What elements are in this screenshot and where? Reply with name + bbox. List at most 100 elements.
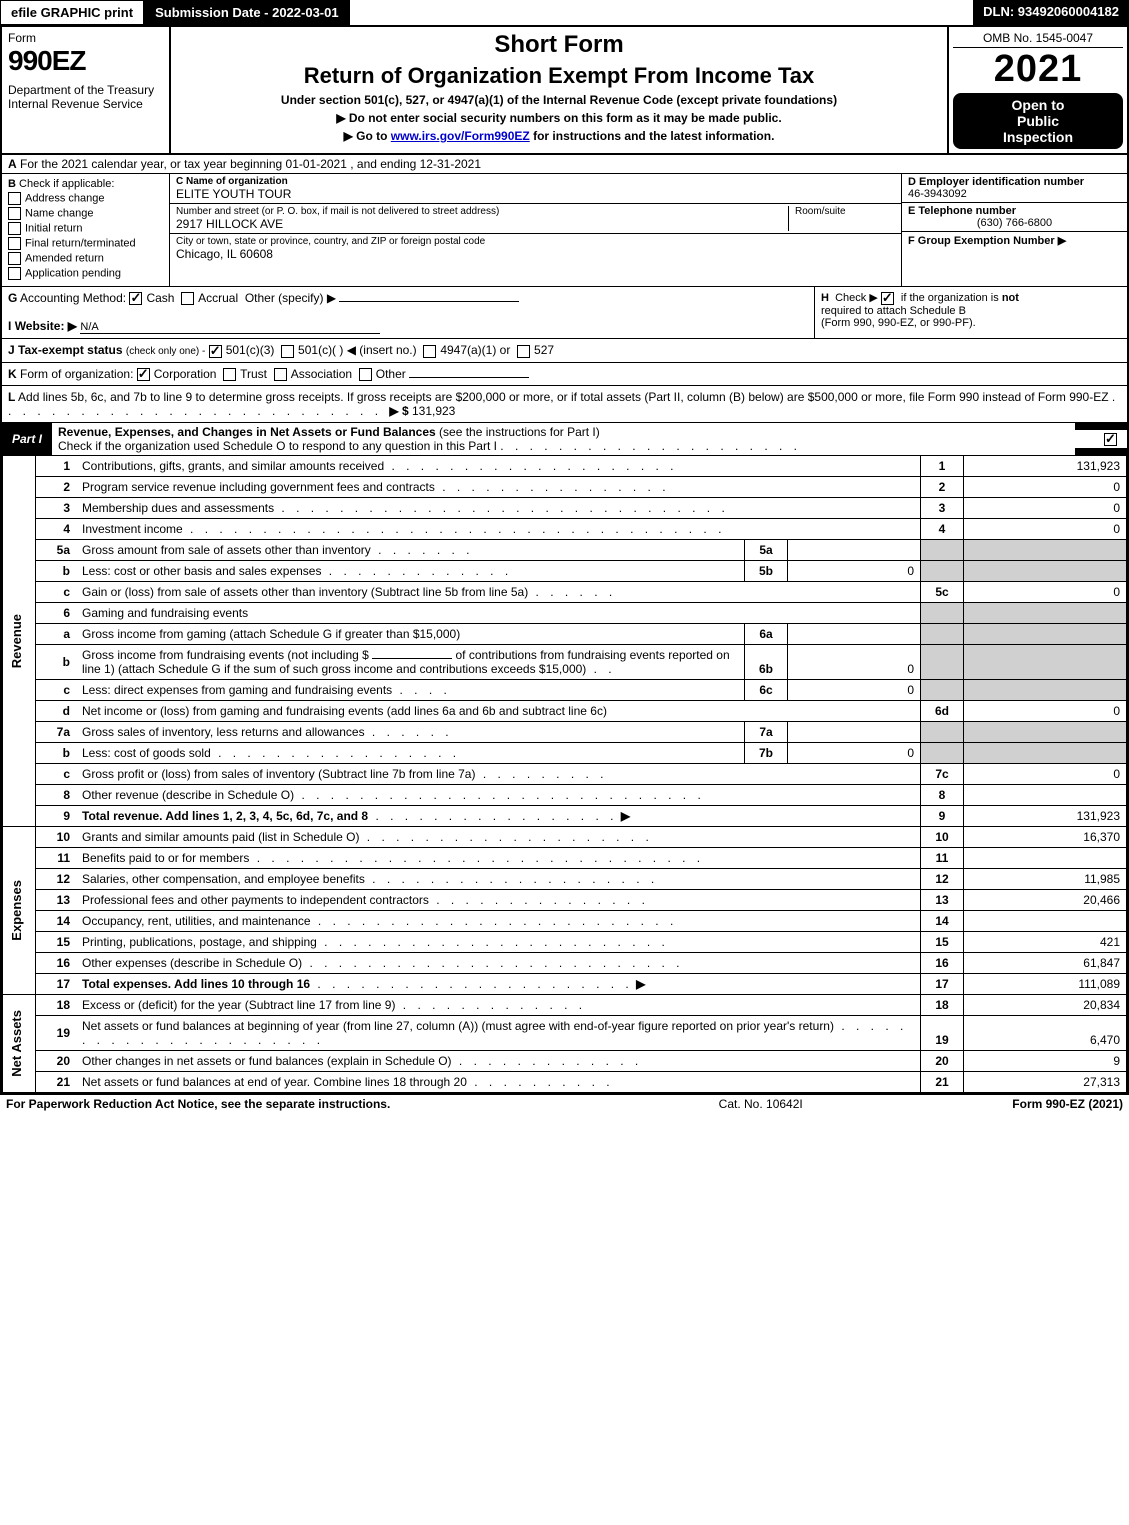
cb-4947[interactable]: [423, 345, 436, 358]
lbl-initial-return: Initial return: [25, 222, 82, 234]
open-line1: Open to: [957, 97, 1119, 113]
cb-schedule-o[interactable]: [1104, 433, 1117, 446]
street-value: 2917 HILLOCK AVE: [176, 217, 788, 231]
ln-6b-subval: 0: [788, 644, 921, 679]
block-bcdef: B Check if applicable: Address change Na…: [2, 174, 1127, 287]
ln-15-val: 421: [964, 931, 1127, 952]
ln-17-val: 111,089: [964, 973, 1127, 994]
ein-value: 46-3943092: [908, 188, 967, 200]
shaded-cell: [921, 721, 964, 742]
return-title: Return of Organization Exempt From Incom…: [179, 63, 939, 89]
cb-other-org[interactable]: [359, 368, 372, 381]
cb-corporation[interactable]: [137, 368, 150, 381]
ln-6c-subval: 0: [788, 679, 921, 700]
lbl-final-return: Final return/terminated: [25, 237, 136, 249]
part1-label: Part I: [2, 428, 52, 450]
ln-12-desc: Salaries, other compensation, and employ…: [82, 872, 365, 886]
ln-18-rn: 18: [921, 994, 964, 1015]
goto-prefix: ▶ Go to: [344, 129, 388, 143]
ln-12-no: 12: [36, 868, 77, 889]
cb-final-return[interactable]: [8, 237, 21, 250]
ln-4-no: 4: [36, 518, 77, 539]
ln-10-rn: 10: [921, 826, 964, 847]
ln-14-val: [964, 910, 1127, 931]
shaded-cell: [921, 644, 964, 679]
cb-address-change[interactable]: [8, 192, 21, 205]
cb-schedule-b[interactable]: [881, 292, 894, 305]
ln-16-no: 16: [36, 952, 77, 973]
ln-10-no: 10: [36, 826, 77, 847]
ln-7b-subval: 0: [788, 742, 921, 763]
ln-5a-desc: Gross amount from sale of assets other t…: [82, 543, 371, 557]
ln-1-no: 1: [36, 455, 77, 476]
cb-amended-return[interactable]: [8, 252, 21, 265]
shaded-cell: [964, 742, 1127, 763]
section-j-label: Tax-exempt status: [18, 343, 122, 357]
ln-18-no: 18: [36, 994, 77, 1015]
cb-application-pending[interactable]: [8, 267, 21, 280]
shaded-cell: [921, 679, 964, 700]
ln-13-val: 20,466: [964, 889, 1127, 910]
other-org-input[interactable]: [409, 377, 529, 378]
other-specify-input[interactable]: [339, 301, 519, 302]
section-f-arrow: ▶: [1058, 235, 1066, 247]
lbl-amended-return: Amended return: [25, 252, 104, 264]
cb-name-change[interactable]: [8, 207, 21, 220]
ln-7a-no: 7a: [36, 721, 77, 742]
section-h-text1: Check ▶: [835, 292, 878, 304]
line-6: 6 Gaming and fundraising events: [3, 602, 1127, 623]
ln-3-val: 0: [964, 497, 1127, 518]
ln-21-no: 21: [36, 1071, 77, 1092]
shaded-cell: [964, 560, 1127, 581]
lbl-corporation: Corporation: [154, 367, 217, 381]
line-6a: a Gross income from gaming (attach Sched…: [3, 623, 1127, 644]
line-4: 4 Investment income . . . . . . . . . . …: [3, 518, 1127, 539]
irs-link[interactable]: www.irs.gov/Form990EZ: [391, 129, 530, 143]
gross-receipts-value: 131,923: [412, 404, 455, 418]
ln-6b-desc1: Gross income from fundraising events (no…: [82, 648, 369, 662]
ln-5b-sub: 5b: [745, 560, 788, 581]
section-l: L Add lines 5b, 6c, and 7b to line 9 to …: [2, 386, 1127, 423]
lbl-501c: 501(c)( ) ◀ (insert no.): [298, 343, 417, 357]
section-l-letter: L: [8, 390, 15, 404]
cb-initial-return[interactable]: [8, 222, 21, 235]
ln-6c-no: c: [36, 679, 77, 700]
section-e-label: E Telephone number: [908, 205, 1016, 217]
open-line3: Inspection: [957, 129, 1119, 145]
part1-table: Revenue 1 Contributions, gifts, grants, …: [2, 455, 1127, 1093]
cb-accrual[interactable]: [181, 292, 194, 305]
ln-8-no: 8: [36, 784, 77, 805]
ln-14-rn: 14: [921, 910, 964, 931]
line-7b: b Less: cost of goods sold . . . . . . .…: [3, 742, 1127, 763]
section-b: B Check if applicable: Address change Na…: [2, 174, 170, 286]
section-h: H Check ▶ if the organization is not req…: [814, 287, 1127, 338]
cb-trust[interactable]: [223, 368, 236, 381]
cb-association[interactable]: [274, 368, 287, 381]
header-right: OMB No. 1545-0047 2021 Open to Public In…: [949, 27, 1127, 153]
ln-20-rn: 20: [921, 1050, 964, 1071]
ln-15-rn: 15: [921, 931, 964, 952]
shaded-cell: [964, 644, 1127, 679]
section-def: D Employer identification number 46-3943…: [902, 174, 1127, 286]
lbl-name-change: Name change: [25, 207, 94, 219]
footer-right-form: 990-EZ: [1046, 1097, 1085, 1111]
cb-501c3[interactable]: [209, 345, 222, 358]
line-11: 11 Benefits paid to or for members . . .…: [3, 847, 1127, 868]
ln-20-val: 9: [964, 1050, 1127, 1071]
ln-16-val: 61,847: [964, 952, 1127, 973]
ln-7a-desc: Gross sales of inventory, less returns a…: [82, 725, 365, 739]
ln-8-desc: Other revenue (describe in Schedule O): [82, 788, 294, 802]
ln-5a-sub: 5a: [745, 539, 788, 560]
ln-6d-rn: 6d: [921, 700, 964, 721]
line-10: Expenses 10 Grants and similar amounts p…: [3, 826, 1127, 847]
section-k: K Form of organization: Corporation Trus…: [2, 363, 1127, 386]
cb-527[interactable]: [517, 345, 530, 358]
cb-cash[interactable]: [129, 292, 142, 305]
efile-print-button[interactable]: efile GRAPHIC print: [0, 0, 144, 25]
omb-number: OMB No. 1545-0047: [953, 31, 1123, 48]
cb-501c[interactable]: [281, 345, 294, 358]
form-header: Form 990EZ Department of the Treasury In…: [2, 27, 1127, 155]
ln-11-desc: Benefits paid to or for members: [82, 851, 249, 865]
contrib-amount-input[interactable]: [372, 658, 452, 659]
shaded-cell: [921, 742, 964, 763]
